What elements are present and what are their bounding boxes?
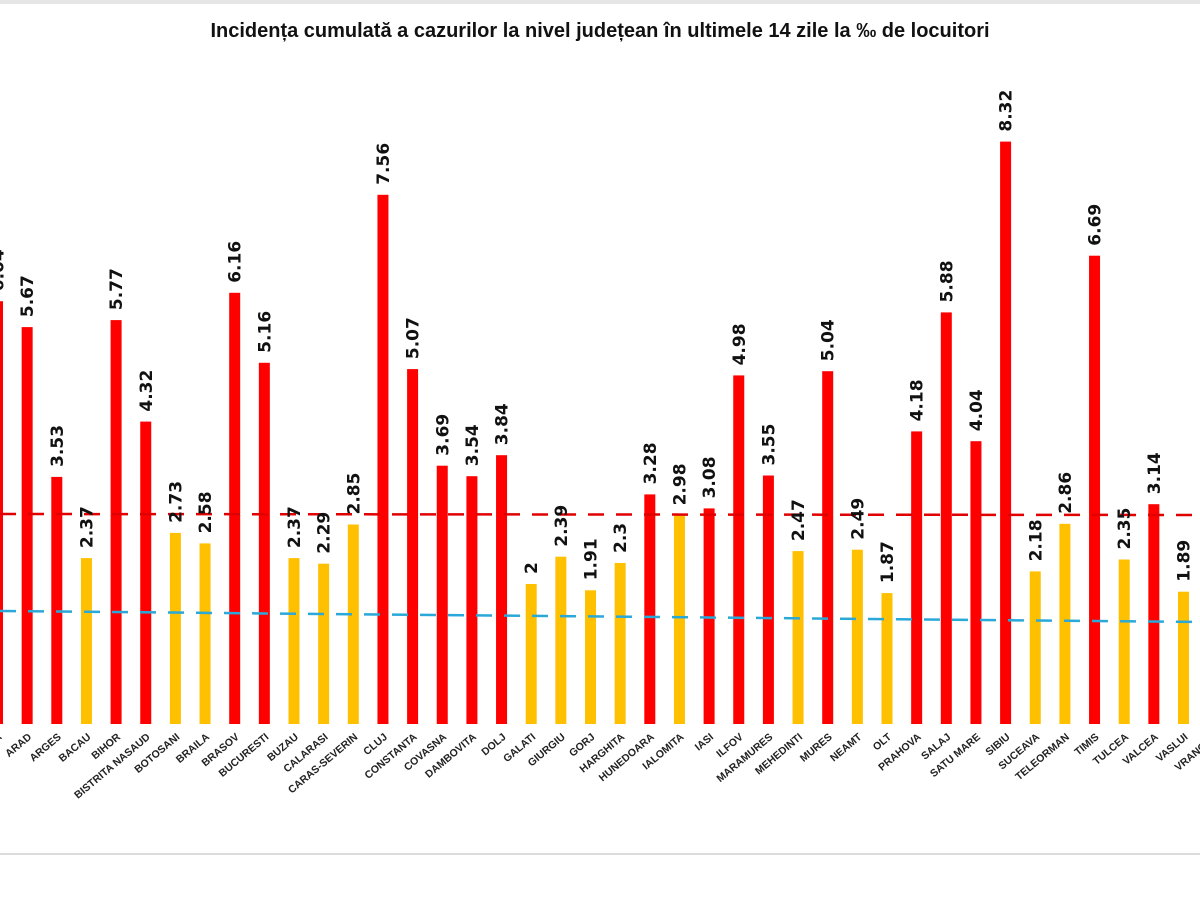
- bar-arad: [21, 327, 33, 724]
- bar-hunedoara: [644, 494, 656, 724]
- value-label: 3.08: [700, 456, 720, 498]
- value-label: 5.67: [18, 275, 38, 317]
- bar-sibiu: [1000, 141, 1012, 725]
- bar-tulcea: [1118, 559, 1130, 724]
- bar-maramures: [762, 475, 774, 724]
- value-label: 5.04: [819, 319, 839, 361]
- x-tick-label: NEAMT: [828, 731, 865, 765]
- red-threshold-line: [0, 512, 1200, 517]
- bar-ilfov: [733, 375, 745, 724]
- value-label: 2.3: [611, 523, 631, 553]
- value-label: 4.04: [967, 389, 987, 431]
- value-label: 2.37: [285, 506, 305, 548]
- x-tick-label: IASI: [693, 731, 716, 753]
- value-label: 4.18: [908, 379, 928, 421]
- bar-cluj: [377, 194, 389, 725]
- value-label: 2.58: [196, 491, 216, 533]
- bar-dambovita: [466, 476, 478, 724]
- x-tick-label: BACAU: [57, 731, 94, 765]
- bar-covasna: [436, 465, 448, 724]
- value-label: 2: [522, 562, 542, 574]
- value-label: 5.88: [937, 260, 957, 302]
- value-label: 3.14: [1145, 452, 1165, 494]
- bar-mehedinti: [792, 551, 804, 724]
- value-label: 6.04: [0, 249, 9, 291]
- bar-gorj: [585, 590, 596, 724]
- value-label: 3.84: [493, 403, 513, 445]
- bar-neamt: [851, 549, 863, 724]
- value-label: 5.16: [255, 311, 275, 353]
- bar-caras-severin: [347, 524, 359, 724]
- bar-mures: [822, 371, 834, 724]
- value-label: 2.85: [344, 473, 364, 515]
- bars-group: [0, 141, 1189, 725]
- x-tick-label: OLT: [871, 731, 895, 754]
- bar-brasov: [229, 292, 241, 724]
- bar-valcea: [1148, 504, 1160, 724]
- bar-bihor: [110, 320, 122, 724]
- bar-dolj: [496, 455, 508, 724]
- value-label: 1.87: [878, 541, 898, 583]
- bar-suceava: [1029, 571, 1041, 724]
- bar-timis: [1089, 255, 1101, 724]
- value-label: 2.18: [1026, 519, 1046, 561]
- value-label: 3.69: [433, 414, 453, 456]
- value-label: 4.32: [137, 370, 157, 412]
- value-label: 6.69: [1086, 204, 1106, 246]
- bar-salaj: [940, 312, 952, 724]
- chart-title: Incidența cumulată a cazurilor la nivel …: [210, 20, 990, 42]
- bar-teleorman: [1059, 523, 1071, 724]
- bar-vaslui: [1178, 591, 1189, 724]
- bar-olt: [881, 593, 893, 724]
- bar-prahova: [911, 431, 923, 724]
- bar-bucuresti: [258, 362, 270, 724]
- bar-botosani: [169, 532, 181, 724]
- value-label: 2.35: [1115, 508, 1135, 550]
- bar-giurgiu: [555, 556, 567, 724]
- bar-braila: [199, 543, 211, 724]
- x-tick-label: MURES: [798, 731, 835, 765]
- value-label: 2.29: [315, 512, 335, 554]
- reference-lines-group: [0, 512, 1200, 624]
- top-border: [0, 0, 1200, 4]
- value-label: 3.28: [641, 442, 661, 484]
- bar-constanta: [407, 369, 419, 724]
- value-label: 2.47: [789, 499, 809, 541]
- value-label: 2.86: [1056, 472, 1076, 514]
- value-label: 5.07: [404, 317, 424, 359]
- bar-harghita: [614, 563, 626, 724]
- bar-arges: [51, 476, 63, 724]
- bar-satu-mare: [970, 441, 982, 724]
- bar-alba: [0, 301, 3, 724]
- value-label: 3.53: [48, 425, 68, 467]
- value-label: 1.89: [1175, 540, 1195, 582]
- value-label: 4.98: [730, 323, 750, 365]
- value-label: 2.73: [166, 481, 186, 523]
- bar-buzau: [288, 558, 300, 724]
- x-tick-label: ARGES: [27, 731, 63, 764]
- value-label: 3.55: [759, 424, 779, 466]
- bar-bacau: [80, 558, 92, 724]
- value-label: 8.32: [997, 90, 1017, 132]
- value-label: 6.16: [226, 241, 246, 283]
- value-label: 7.56: [374, 143, 394, 185]
- value-label: 2.37: [77, 506, 97, 548]
- value-label: 3.54: [463, 424, 483, 466]
- bar-iasi: [703, 508, 715, 724]
- value-label: 1.91: [582, 538, 602, 580]
- value-label: 2.49: [848, 498, 868, 540]
- blue-reference-line: [0, 609, 1200, 624]
- bar-bistrita-nasaud: [140, 421, 152, 724]
- value-labels-group: 6.04 5.67 3.53 2.37 5.77 4.32 2.73 2.58 6.16 5.16…: [0, 90, 1195, 583]
- value-label: 2.39: [552, 505, 572, 547]
- value-label: 2.98: [670, 463, 690, 505]
- x-tick-label: ALBA: [0, 731, 5, 759]
- bar-calarasi: [318, 563, 330, 724]
- bar-galati: [525, 584, 537, 724]
- bottom-border: [0, 853, 1200, 855]
- value-label: 5.77: [107, 268, 127, 310]
- bar-ialomita: [673, 515, 685, 724]
